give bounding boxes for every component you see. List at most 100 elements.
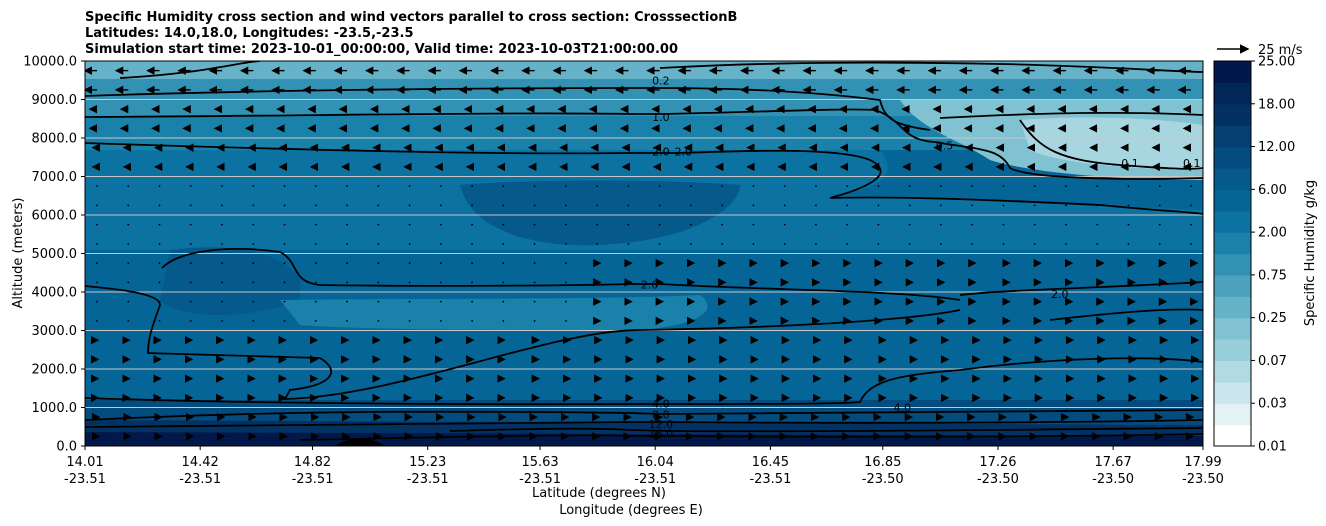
wind-vector <box>158 185 161 188</box>
x-axis: 14.01 -23.51 14.42 -23.51 14.82 -23.51 15.23 -2… <box>64 446 1224 487</box>
wind-vector <box>408 319 411 322</box>
y-tick-label: 2000.0 <box>32 363 78 378</box>
wind-vector <box>533 262 536 265</box>
wind-vector <box>314 223 317 226</box>
y-tick-label: 8000.0 <box>32 132 78 147</box>
humidity-fill-band-1 <box>85 116 1203 150</box>
wind-vector <box>1127 204 1130 207</box>
y-tick-label: 3000.0 <box>32 324 78 339</box>
wind-vector <box>252 223 255 226</box>
wind-vector <box>1065 223 1067 226</box>
wind-vector <box>283 281 286 284</box>
wind-vector <box>1190 242 1192 245</box>
wind-vector <box>502 319 505 322</box>
wind-vector <box>96 281 98 284</box>
wind-vector <box>377 242 380 245</box>
wind-vector <box>221 300 223 303</box>
colorbar-segment <box>1214 61 1251 83</box>
colorbar-segment <box>1214 317 1251 340</box>
x-tick-label-lat: 14.42 <box>182 455 219 470</box>
wind-vector <box>689 223 692 226</box>
y-tick-label: 0.0 <box>56 440 77 455</box>
colorbar-segment <box>1214 125 1251 148</box>
x-tick-label-lon: -23.51 <box>292 472 334 487</box>
wind-vector <box>1002 242 1005 245</box>
wind-vector <box>1190 223 1192 226</box>
wind-vector <box>221 185 223 188</box>
wind-vector <box>408 242 411 245</box>
wind-vector <box>346 223 348 226</box>
contour-line <box>85 285 961 400</box>
wind-vector <box>127 262 130 265</box>
colorbar-segment <box>1214 189 1251 212</box>
wind-vector <box>502 185 505 188</box>
wind-vector <box>1033 204 1036 207</box>
wind-vector <box>502 281 505 284</box>
wind-vector <box>127 223 130 226</box>
quiver-key-label: 25 m/s <box>1258 43 1303 58</box>
wind-vector <box>752 204 755 207</box>
wind-vector <box>877 223 880 226</box>
wind-vector <box>940 223 942 226</box>
wind-vector <box>471 300 473 303</box>
wind-vector <box>439 281 442 284</box>
x-tick-label-lat: 17.99 <box>1184 455 1221 470</box>
wind-vector <box>96 204 98 207</box>
contour-label: 2.0 <box>675 145 693 158</box>
y-tick-label: 9000.0 <box>32 93 78 108</box>
contour-label: 0.1 <box>1121 157 1139 170</box>
wind-vector <box>408 204 411 207</box>
colorbar-segment <box>1214 403 1251 426</box>
wind-vector <box>439 185 442 188</box>
contour-line <box>299 433 1203 441</box>
wind-vector <box>439 204 442 207</box>
colorbar-segment <box>1214 339 1251 362</box>
wind-vector <box>846 204 849 207</box>
wind-vector <box>721 242 724 245</box>
wind-vector <box>1190 204 1192 207</box>
wind-vector <box>471 185 473 188</box>
wind-vector <box>408 262 411 265</box>
contour-label: 4.0 <box>652 398 670 411</box>
wind-vector <box>1158 223 1161 226</box>
wind-vector <box>1096 223 1099 226</box>
wind-vector <box>658 204 661 207</box>
wind-vector <box>971 204 974 207</box>
wind-vector <box>127 204 130 207</box>
wind-vector <box>596 185 599 188</box>
wind-vector <box>283 185 286 188</box>
wind-vector <box>471 204 473 207</box>
wind-vector <box>346 204 348 207</box>
wind-vector <box>658 223 661 226</box>
wind-vector <box>346 319 348 322</box>
wind-vector <box>221 319 223 322</box>
wind-vector <box>752 185 755 188</box>
plot-area: 0.21.02.0 2.0 0.50.1 0.12.02.04.0 4.08.012.0… <box>85 61 1203 446</box>
x-tick-label-lat: 14.82 <box>294 455 331 470</box>
colorbar-tick-label: 0.07 <box>1258 354 1287 369</box>
wind-vector <box>252 185 255 188</box>
colorbar-segment <box>1214 82 1251 105</box>
chart-title-line-3: Simulation start time: 2023-10-01_00:00:… <box>85 42 678 57</box>
wind-vector <box>1127 242 1130 245</box>
contour-line <box>85 409 1203 421</box>
wind-vector <box>314 185 317 188</box>
wind-vector <box>564 242 567 245</box>
colorbar-segment <box>1214 360 1251 383</box>
wind-vector <box>1190 185 1192 188</box>
wind-vector <box>283 223 286 226</box>
wind-vector <box>471 262 473 265</box>
wind-vector <box>564 223 567 226</box>
x-tick-label-lon: -23.50 <box>977 472 1019 487</box>
wind-vector <box>877 242 880 245</box>
wind-vector <box>689 204 692 207</box>
wind-vector <box>533 185 536 188</box>
wind-vector <box>1127 223 1130 226</box>
x-tick-label-lon: -23.51 <box>179 472 221 487</box>
wind-vector <box>158 204 161 207</box>
wind-vector <box>783 223 786 226</box>
contour-label: 4.0 <box>894 402 912 415</box>
wind-vector <box>127 242 130 245</box>
wind-vector <box>846 242 849 245</box>
